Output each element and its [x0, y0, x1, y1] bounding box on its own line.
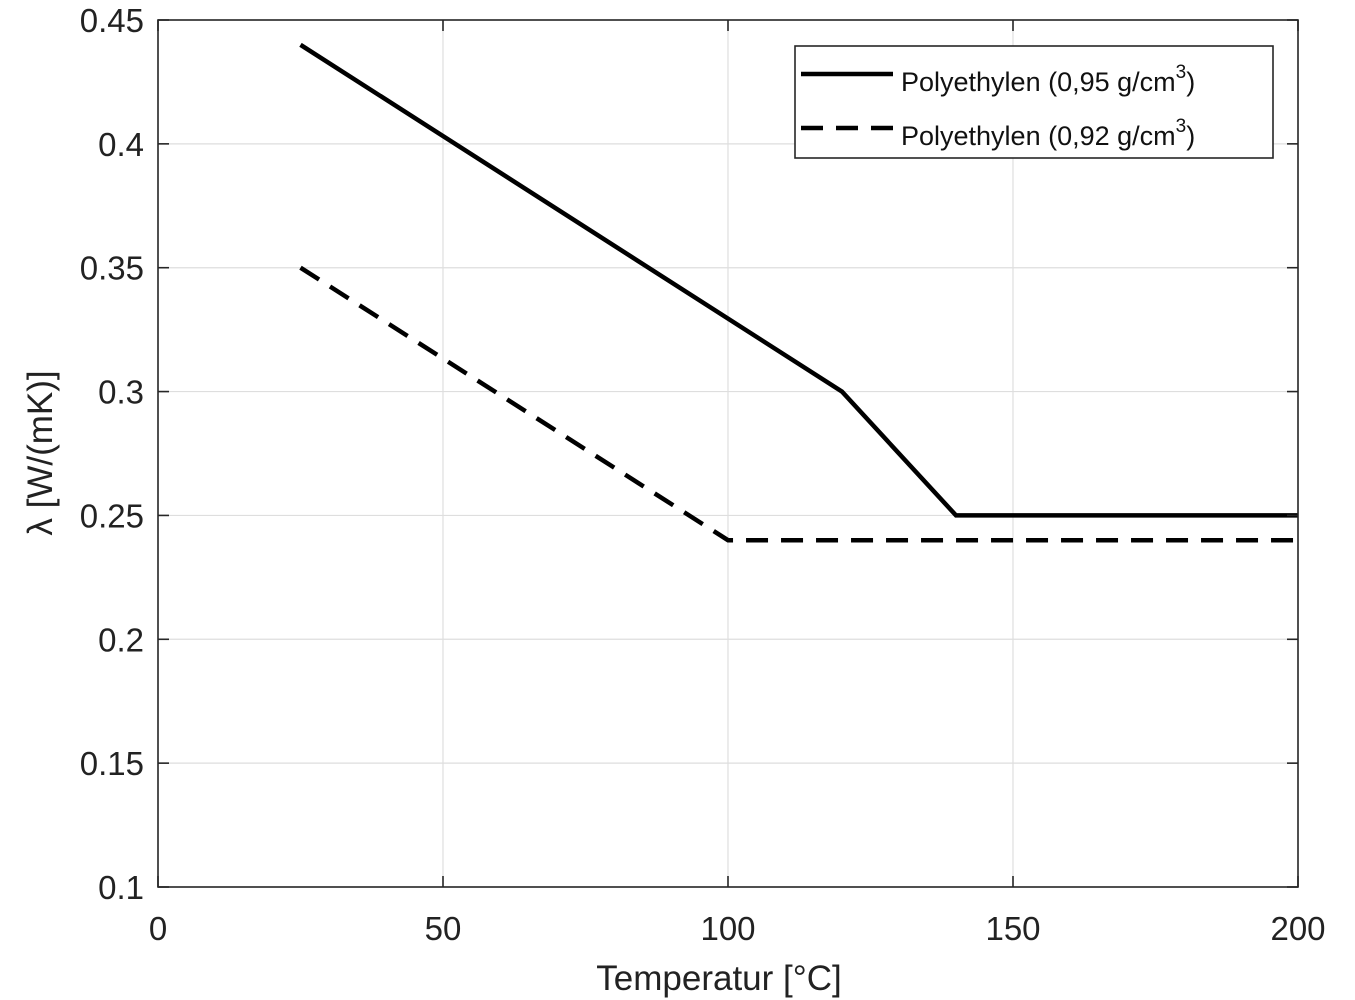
series-line-dashed	[299, 265, 1298, 543]
legend-box	[794, 45, 1274, 159]
tick-labels: 0 50 100 150 200 0.1 0.15 0.2 0.25 0.3 0.35 0.4 0.45	[80, 2, 1326, 947]
x-tick-label: 150	[985, 910, 1040, 947]
y-tick-label: 0.1	[98, 869, 144, 906]
x-tick-label: 200	[1270, 910, 1325, 947]
x-tick-label: 100	[700, 910, 755, 947]
y-tick-label: 0.15	[80, 745, 144, 782]
legend: Polyethylen (0,95 g/cm3) Polyethylen (0,…	[794, 45, 1274, 159]
x-axis-label: Temperatur [°C]	[596, 959, 841, 998]
series-lines	[299, 42, 1298, 543]
ticks	[157, 19, 1299, 888]
x-tick-label: 50	[425, 910, 462, 947]
y-tick-label: 0.2	[98, 621, 144, 658]
y-tick-label: 0.3	[98, 374, 144, 411]
legend-entry-label: Polyethylen (0,92 g/cm3)	[901, 116, 1195, 151]
y-axis-label: λ [W/(mK)]	[21, 370, 60, 535]
y-tick-label: 0.45	[80, 2, 144, 39]
legend-entry-label: Polyethylen (0,95 g/cm3)	[901, 62, 1195, 97]
y-tick-label: 0.25	[80, 497, 144, 534]
y-tick-label: 0.4	[98, 126, 144, 163]
y-tick-label: 0.35	[80, 250, 144, 287]
x-tick-label: 0	[149, 910, 167, 947]
series-line-solid	[299, 42, 1298, 518]
